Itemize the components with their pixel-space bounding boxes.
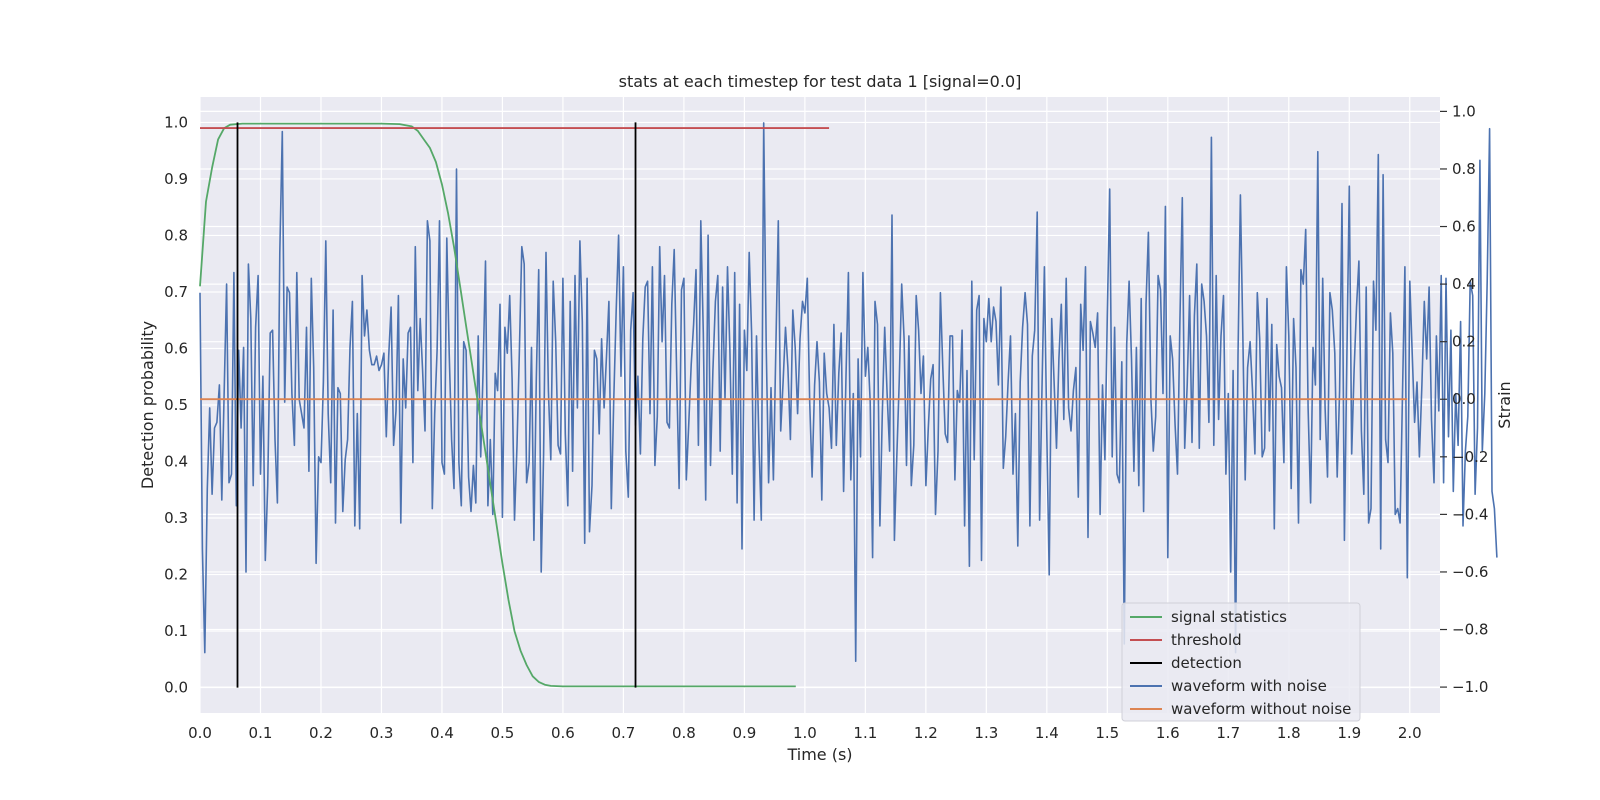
y2-axis-label: Strain (1495, 381, 1514, 428)
x-tick-label: 1.7 (1216, 724, 1240, 742)
x-tick-label: 0.3 (370, 724, 394, 742)
x-tick-label: 2.0 (1398, 724, 1422, 742)
y-tick-label: 1.0 (164, 113, 188, 131)
x-tick-label: 1.4 (1035, 724, 1059, 742)
x-tick-label: 0.5 (491, 724, 515, 742)
x-tick-label: 1.1 (853, 724, 877, 742)
y2-tick-label: 0.4 (1452, 275, 1476, 293)
y-tick-label: 0.6 (164, 339, 188, 357)
y2-tick-label: −0.2 (1452, 448, 1488, 466)
y2-tick-label: −1.0 (1452, 678, 1488, 696)
chart-title: stats at each timestep for test data 1 [… (619, 72, 1022, 91)
y-axis-label: Detection probability (138, 321, 157, 489)
y2-tick-label: 1.0 (1452, 102, 1476, 120)
y2-tick-label: −0.8 (1452, 621, 1488, 639)
x-tick-label: 0.6 (551, 724, 575, 742)
y2-tick-label: 0.0 (1452, 390, 1476, 408)
y-tick-label: 0.5 (164, 396, 188, 414)
x-tick-label: 0.1 (249, 724, 273, 742)
y2-tick-label: 0.2 (1452, 333, 1476, 351)
y-tick-label: 0.2 (164, 566, 188, 584)
x-tick-label: 1.2 (914, 724, 938, 742)
y2-tick-label: 0.8 (1452, 160, 1476, 178)
x-tick-label: 1.0 (793, 724, 817, 742)
y2-tick-label: 0.6 (1452, 218, 1476, 236)
y-tick-label: 0.3 (164, 509, 188, 527)
legend: signal statistics threshold detection wa… (1121, 602, 1361, 722)
x-tick-label: 0.7 (611, 724, 635, 742)
legend-label-signal: signal statistics (1171, 608, 1287, 626)
y-tick-label: 0.4 (164, 453, 188, 471)
x-tick-label: 0.9 (732, 724, 756, 742)
legend-label-clean: waveform without noise (1171, 700, 1351, 718)
series-layer (199, 122, 1498, 688)
x-tick-label: 0.8 (672, 724, 696, 742)
y-axis-right: −1.0 −0.8 −0.6 −0.4 −0.2 0.0 0.2 0.4 0.6 0.8 1.0 (1440, 102, 1488, 696)
x-tick-label: 1.9 (1337, 724, 1361, 742)
x-axis: 0.0 0.1 0.2 0.3 0.4 0.5 0.6 0.7 0.8 0.9 1.0 1.1 1.2 1… (188, 724, 1422, 742)
x-axis-label: Time (s) (786, 745, 852, 764)
y2-tick-label: −0.6 (1452, 563, 1488, 581)
series-waveform-with-noise (199, 122, 1498, 663)
x-tick-label: 0.2 (309, 724, 333, 742)
y-axis-left: 0.0 0.1 0.2 0.3 0.4 0.5 0.6 0.7 0.8 0.9 1.0 (164, 113, 188, 696)
legend-box (1121, 602, 1361, 722)
x-tick-label: 0.0 (188, 724, 212, 742)
y-tick-label: 0.7 (164, 283, 188, 301)
x-tick-label: 1.6 (1156, 724, 1180, 742)
series-signal-statistics (199, 122, 796, 688)
y-tick-label: 0.9 (164, 170, 188, 188)
y2-tick-label: −0.4 (1452, 505, 1488, 523)
x-tick-label: 1.8 (1277, 724, 1301, 742)
y-tick-label: 0.1 (164, 622, 188, 640)
legend-label-noisy: waveform with noise (1171, 677, 1327, 695)
y-tick-label: 0.0 (164, 679, 188, 697)
x-tick-label: 1.5 (1095, 724, 1119, 742)
y-tick-label: 0.8 (164, 226, 188, 244)
legend-label-threshold: threshold (1171, 631, 1242, 649)
legend-label-detection: detection (1171, 654, 1242, 672)
x-tick-label: 0.4 (430, 724, 454, 742)
x-tick-label: 1.3 (974, 724, 998, 742)
